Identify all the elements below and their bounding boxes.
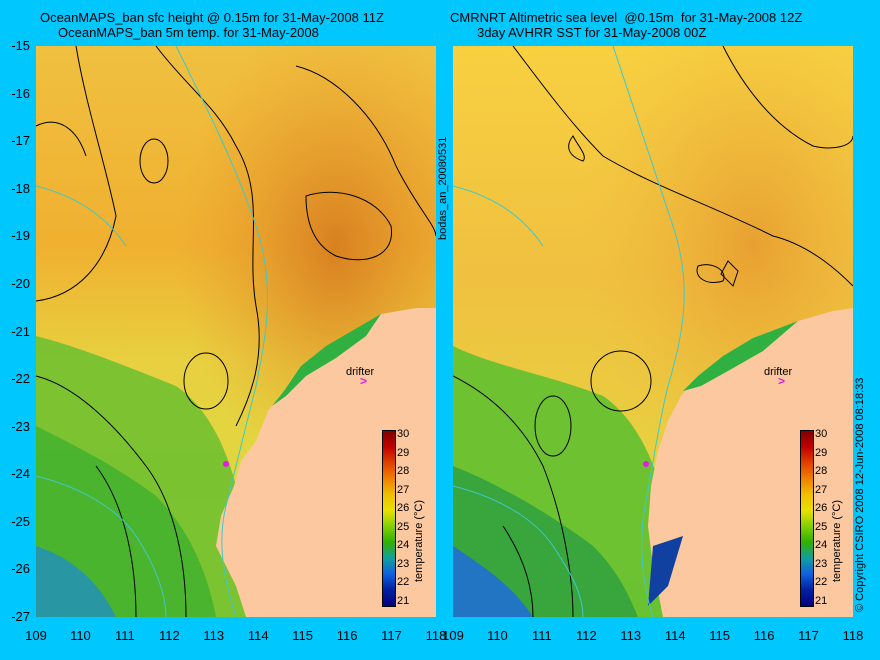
right-map-svg [453, 46, 853, 617]
y-tick-label: -27 [11, 609, 30, 624]
colorbar-tick-label: 28 [397, 465, 410, 477]
colorbar-tick-label: 26 [815, 502, 828, 514]
colorbar-tick-label: 30 [815, 428, 828, 440]
right-drifter-marker: > [778, 374, 786, 388]
left-drifter-marker: > [360, 374, 368, 388]
left-title-line2: OceanMAPS_ban 5m temp. for 31-May-2008 [58, 25, 319, 40]
colorbar-tick-label: 21 [815, 594, 828, 607]
colorbar-tick-label: 22 [815, 576, 828, 588]
left-colorbar [382, 430, 396, 607]
x-tick-label: 118 [425, 628, 447, 643]
colorbar-tick-label: 30 [397, 428, 410, 440]
colorbar-tick-label: 26 [397, 502, 410, 514]
x-tick-label: 109 [442, 628, 464, 643]
x-tick-label: 113 [203, 628, 225, 643]
y-tick-label: -19 [11, 228, 30, 244]
y-tick-label: -21 [11, 323, 30, 339]
copyright-label: © Copyright CSIRO 2008 12-Jun-2008 08:18… [854, 377, 866, 612]
y-tick-label: -22 [11, 371, 30, 387]
colorbar-tick-label: 25 [815, 520, 828, 533]
left-map-svg [36, 46, 436, 617]
x-tick-label: 115 [709, 628, 731, 643]
colorbar-tick-label: 24 [397, 539, 410, 551]
y-tick-label: -16 [11, 85, 30, 101]
y-tick-label: -26 [11, 561, 30, 577]
colorbar-tick-label: 28 [815, 465, 828, 477]
colorbar-tick-label: 29 [815, 446, 828, 459]
colorbar-tick-label: 22 [397, 576, 410, 588]
x-tick-label: 115 [292, 628, 314, 643]
colorbar-tick-label: 21 [397, 594, 410, 607]
x-tick-label: 117 [798, 628, 819, 643]
left-colorbar-label: temperature (°C) [413, 499, 425, 582]
vertical-id-label: bodas_an_20080531 [437, 136, 449, 240]
left-map-panel[interactable] [36, 46, 436, 617]
y-tick-label: -24 [11, 466, 30, 482]
left-title-line1: OceanMAPS_ban sfc height @ 0.15m for 31-… [40, 10, 384, 25]
colorbar-tick-label: 23 [815, 557, 828, 570]
colorbar-tick-label: 25 [397, 520, 410, 533]
x-tick-label: 110 [487, 628, 508, 643]
x-tick-label: 113 [620, 628, 642, 643]
x-tick-label: 114 [247, 628, 269, 643]
x-tick-label: 118 [842, 628, 864, 643]
colorbar-tick-label: 27 [397, 483, 410, 496]
x-tick-label: 116 [336, 628, 358, 643]
x-tick-label: 112 [575, 628, 597, 643]
colorbar-tick-label: 23 [397, 557, 410, 570]
right-colorbar [800, 430, 814, 607]
y-tick-label: -17 [11, 133, 30, 149]
y-tick-label: -15 [11, 38, 30, 53]
y-tick-label: -18 [11, 180, 30, 196]
right-colorbar-label: temperature (°C) [831, 499, 843, 582]
colorbar-tick-label: 29 [397, 446, 410, 459]
x-tick-label: 117 [381, 628, 402, 643]
right-drifter-label: drifter [764, 366, 793, 378]
x-tick-label: 110 [70, 628, 91, 643]
right-map-panel[interactable] [453, 46, 853, 617]
x-tick-label: 114 [664, 628, 686, 643]
colorbar-tick-label: 24 [815, 539, 828, 551]
x-tick-label: 116 [753, 628, 775, 643]
y-tick-label: -23 [11, 418, 30, 434]
y-tick-label: -20 [11, 275, 30, 291]
colorbar-tick-label: 27 [815, 483, 828, 496]
left-drifter-label: drifter [346, 366, 375, 378]
x-tick-label: 111 [531, 628, 552, 643]
y-tick-label: -25 [11, 513, 30, 529]
x-tick-label: 109 [25, 628, 47, 643]
right-title-line2: 3day AVHRR SST for 31-May-2008 00Z [477, 25, 707, 40]
right-title-line1: CMRNRT Altimetric sea level @0.15m for 3… [450, 10, 803, 25]
x-tick-label: 112 [158, 628, 180, 643]
x-tick-label: 111 [114, 628, 135, 643]
